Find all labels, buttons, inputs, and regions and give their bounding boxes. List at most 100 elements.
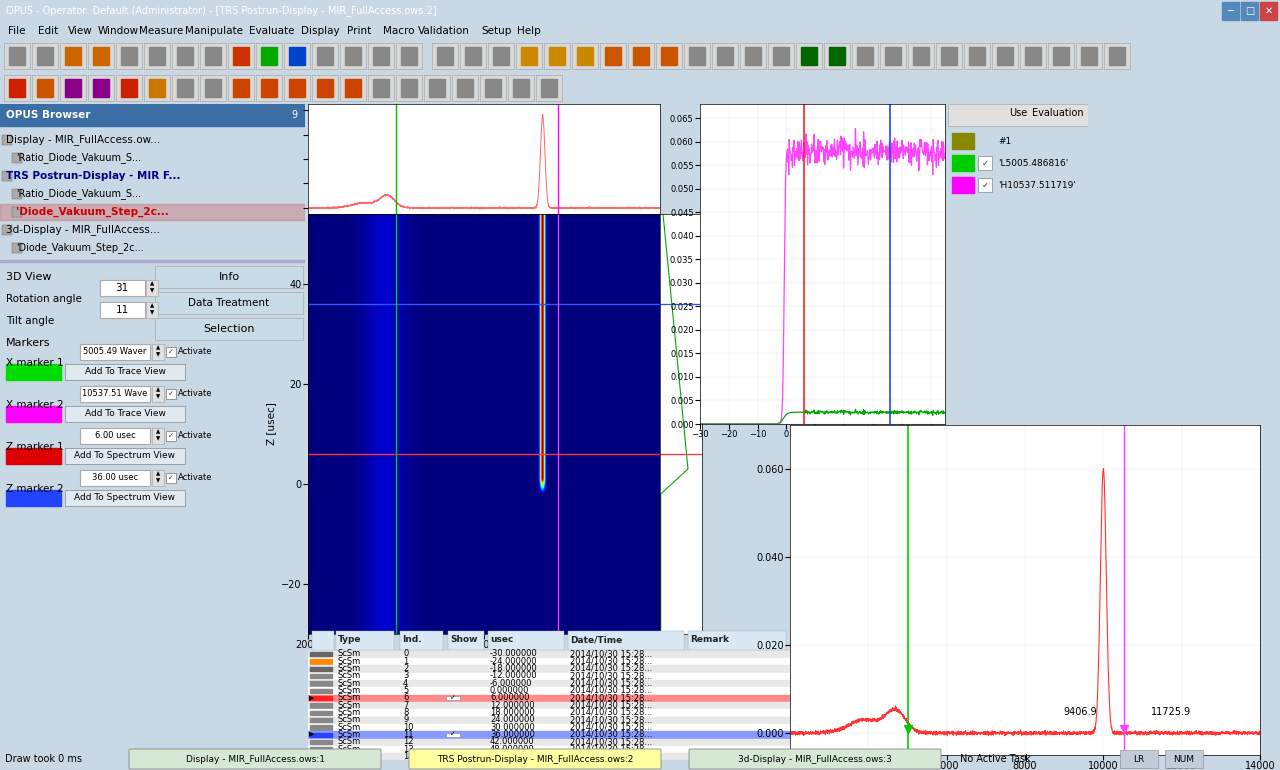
Text: ScSm: ScSm — [338, 686, 361, 695]
Bar — [261, 47, 276, 65]
Bar — [310, 688, 332, 693]
Text: File: File — [8, 26, 26, 36]
Bar — [346, 79, 361, 97]
Bar — [93, 47, 109, 65]
Bar — [37, 79, 52, 97]
Bar — [312, 43, 338, 69]
Bar — [689, 47, 705, 65]
Bar — [256, 75, 282, 101]
Bar — [228, 43, 253, 69]
Text: ▲: ▲ — [156, 471, 160, 477]
Bar — [166, 431, 177, 441]
Text: Data Treatment: Data Treatment — [188, 298, 270, 308]
Text: Use: Use — [1009, 108, 1027, 118]
Bar — [801, 47, 817, 65]
Text: Show: Show — [451, 635, 477, 644]
Bar — [1076, 43, 1102, 69]
Bar — [346, 47, 361, 65]
Bar — [936, 43, 963, 69]
Bar — [312, 631, 334, 650]
Bar — [952, 155, 974, 171]
Text: 12.000000: 12.000000 — [490, 701, 535, 709]
Bar — [480, 75, 506, 101]
Bar — [401, 79, 417, 97]
Bar — [177, 47, 193, 65]
Text: ▲: ▲ — [150, 282, 154, 286]
Bar — [37, 47, 52, 65]
Bar — [310, 740, 332, 745]
Text: ScSm: ScSm — [338, 664, 361, 673]
Bar — [335, 631, 394, 650]
Bar — [308, 717, 790, 723]
Text: ✕: ✕ — [1265, 6, 1272, 16]
Bar — [122, 79, 137, 97]
Text: Add To Trace View: Add To Trace View — [84, 410, 165, 419]
Bar — [401, 47, 417, 65]
Bar — [200, 75, 227, 101]
Text: 2014/10/30 15:28...: 2014/10/30 15:28... — [570, 708, 653, 717]
Bar — [233, 47, 250, 65]
Text: 3d-Display - MIR_FullAccess.ows:3: 3d-Display - MIR_FullAccess.ows:3 — [739, 755, 892, 764]
Bar — [399, 631, 443, 650]
Bar — [1103, 43, 1130, 69]
Bar — [9, 79, 26, 97]
Text: 42.000000: 42.000000 — [490, 737, 535, 746]
Text: 2014/10/30 15:28...: 2014/10/30 15:28... — [570, 730, 653, 739]
Text: 'Ratio_Diode_Vakuum_S...: 'Ratio_Diode_Vakuum_S... — [15, 152, 141, 163]
Bar — [65, 448, 186, 464]
Text: 6.00 usec: 6.00 usec — [95, 431, 136, 440]
Bar — [310, 725, 332, 730]
Bar — [177, 79, 193, 97]
Bar — [205, 47, 221, 65]
Bar — [796, 43, 822, 69]
Text: 11: 11 — [115, 305, 128, 315]
Text: ScSm: ScSm — [338, 678, 361, 688]
Text: ▶: ▶ — [308, 732, 314, 738]
Text: 11725.9: 11725.9 — [1151, 708, 1190, 718]
FancyBboxPatch shape — [129, 749, 381, 769]
Bar — [310, 755, 332, 759]
Bar — [12, 189, 22, 199]
Text: ▼: ▼ — [156, 437, 160, 441]
Bar — [9, 47, 26, 65]
Bar — [166, 389, 177, 399]
Bar — [312, 75, 338, 101]
Bar — [0, 260, 305, 262]
Bar — [32, 75, 58, 101]
Bar — [549, 47, 564, 65]
Bar — [396, 75, 422, 101]
Text: ▲: ▲ — [156, 346, 160, 350]
Bar — [284, 43, 310, 69]
Text: ✓: ✓ — [451, 732, 456, 738]
Text: Selection: Selection — [204, 324, 255, 334]
Text: Activate: Activate — [178, 474, 212, 483]
Bar — [436, 47, 453, 65]
Text: Z marker 2: Z marker 2 — [6, 484, 64, 494]
Text: ✓: ✓ — [168, 433, 174, 439]
Bar — [310, 667, 332, 671]
Text: Activate: Activate — [178, 347, 212, 357]
Text: 30.000000: 30.000000 — [490, 722, 535, 732]
Text: 2: 2 — [403, 664, 408, 673]
Bar — [310, 733, 332, 737]
Bar — [308, 680, 790, 687]
Text: 2014/10/30 15:28...: 2014/10/30 15:28... — [570, 722, 653, 732]
Text: ScSm: ScSm — [338, 671, 361, 680]
Text: Display - MIR_FullAccess.ow...: Display - MIR_FullAccess.ow... — [6, 135, 160, 146]
Bar — [948, 104, 1088, 126]
FancyBboxPatch shape — [410, 749, 660, 769]
Text: ▼: ▼ — [156, 353, 160, 357]
Bar — [717, 47, 733, 65]
Text: 8: 8 — [403, 708, 408, 717]
Bar — [1048, 43, 1074, 69]
Text: X marker 2: X marker 2 — [6, 400, 64, 410]
Bar — [485, 79, 500, 97]
Text: 7: 7 — [403, 701, 408, 709]
Bar — [3, 135, 12, 145]
Bar — [3, 225, 12, 235]
Text: Measure: Measure — [140, 26, 183, 36]
Text: 11: 11 — [403, 730, 413, 739]
Bar — [521, 47, 538, 65]
Text: 36.00 usec: 36.00 usec — [92, 474, 138, 483]
Bar — [289, 79, 305, 97]
